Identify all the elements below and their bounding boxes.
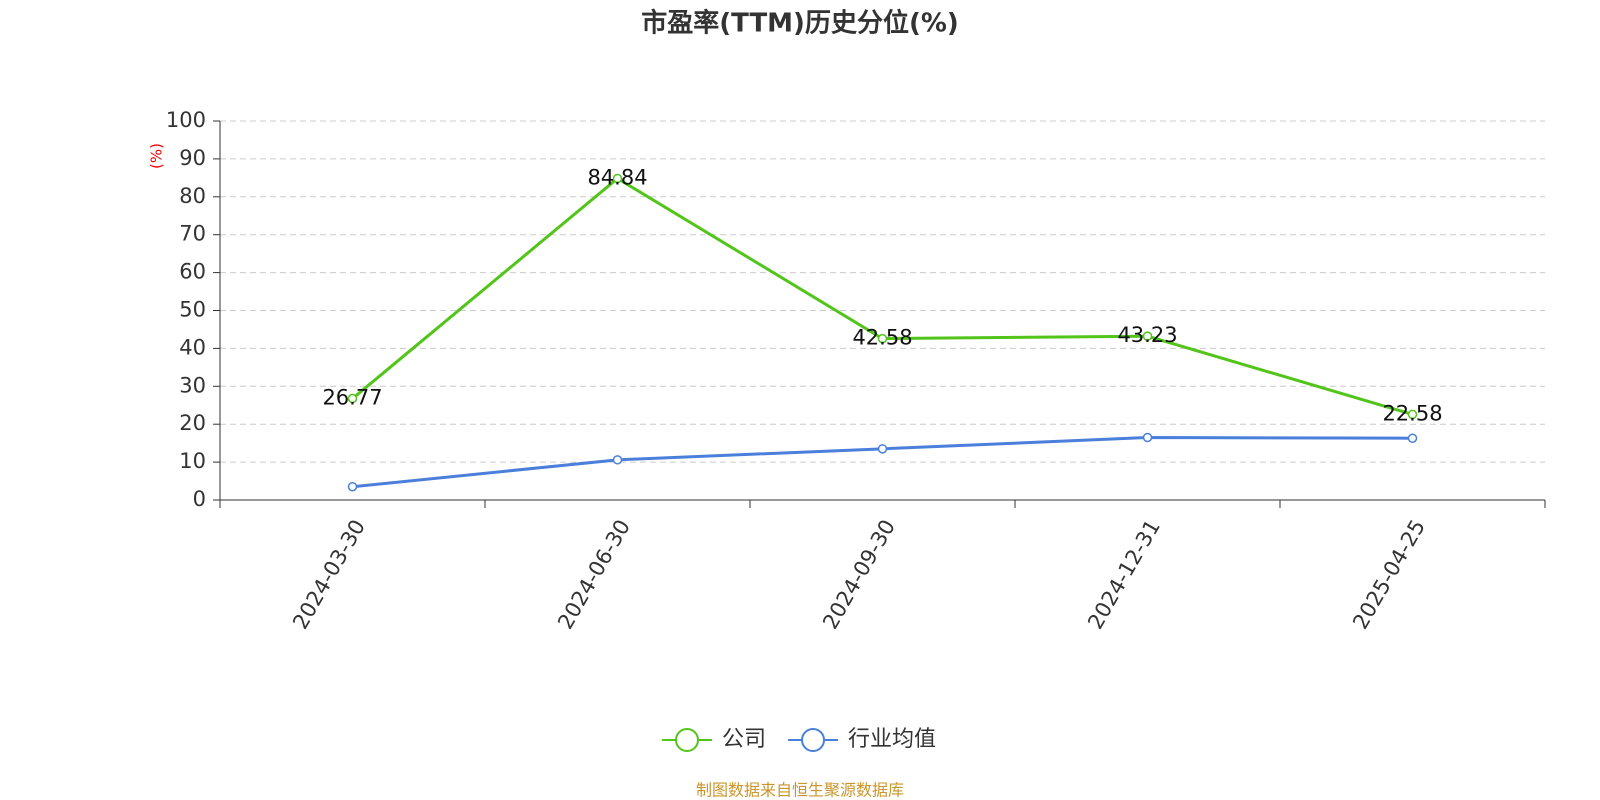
data-point [1407, 409, 1418, 420]
data-label: 26.77 [322, 386, 382, 410]
y-tick-label: 0 [193, 487, 206, 511]
data-label: 43.23 [1117, 323, 1177, 347]
chart-title: 市盈率(TTM)历史分位(%) [641, 8, 959, 39]
x-tick-label: 2025-04-25 [1348, 516, 1430, 634]
x-tick-label: 2024-09-30 [818, 516, 900, 634]
y-axis-label: (%) [148, 143, 166, 169]
y-tick-label: 100 [166, 108, 206, 132]
y-tick-label: 30 [179, 373, 206, 397]
data-point [877, 333, 888, 344]
data-point [877, 444, 888, 454]
x-tick-label: 2024-06-30 [553, 516, 635, 634]
x-tick-label: 2024-03-30 [288, 516, 370, 634]
data-point [612, 173, 623, 184]
data-label: 22.58 [1382, 401, 1442, 425]
x-tick-label: 2024-12-31 [1083, 516, 1165, 634]
y-tick-label: 90 [179, 146, 206, 170]
y-tick-label: 80 [179, 184, 206, 208]
data-point [1142, 331, 1153, 341]
data-point [1142, 432, 1153, 443]
data-point [347, 393, 358, 404]
y-tick-label: 70 [179, 222, 206, 246]
series-line [351, 176, 1413, 416]
data-point [1407, 433, 1418, 443]
data-point [347, 481, 358, 492]
y-tick-label: 60 [179, 260, 206, 284]
legend-label: 行业均值 [848, 727, 936, 752]
legend-label: 公司 [722, 727, 766, 752]
y-tick-label: 20 [179, 411, 206, 435]
legend-marker [675, 728, 699, 752]
data-label: 42.58 [852, 326, 912, 350]
y-tick-label: 40 [179, 335, 206, 359]
source-note: 制图数据来自恒生聚源数据库 [696, 781, 904, 800]
y-tick-label: 50 [179, 298, 206, 322]
legend-marker [801, 728, 826, 752]
y-tick-label: 10 [179, 449, 206, 473]
data-point [612, 455, 623, 465]
data-label: 84.84 [587, 165, 647, 189]
